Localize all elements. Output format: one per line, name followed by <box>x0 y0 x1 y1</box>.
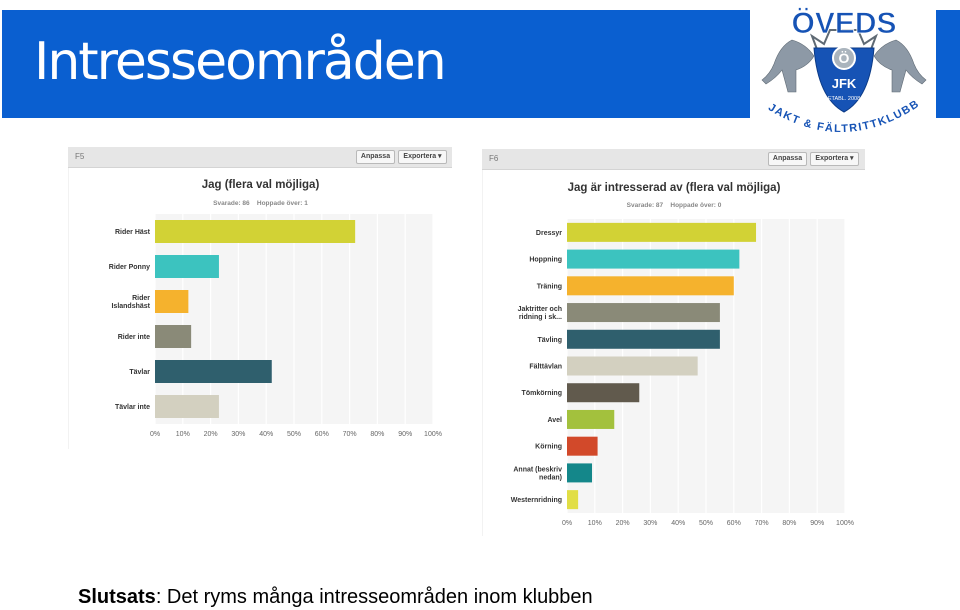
bar <box>155 290 189 313</box>
y-tick-label: Rider Ponny <box>109 264 150 271</box>
x-tick-label: 60% <box>727 520 741 527</box>
skipped-count: Hoppade över: 0 <box>670 202 722 209</box>
x-tick-label: 30% <box>231 431 245 438</box>
bar <box>567 222 757 242</box>
answered-count: Svarade: 86 <box>213 200 250 207</box>
question-code: F5 <box>75 152 85 161</box>
panel-header: F5 Anpassa Exportera ▾ <box>68 147 452 168</box>
x-tick-label: 20% <box>616 520 630 527</box>
x-tick-label: 10% <box>588 520 602 527</box>
conclusion-label: Slutsats <box>78 586 156 608</box>
bar <box>567 356 698 376</box>
customize-button[interactable]: Anpassa <box>356 150 395 164</box>
bar <box>567 463 593 483</box>
customize-button[interactable]: Anpassa <box>768 152 807 166</box>
conclusion-text: : Det ryms många intresseområden inom kl… <box>155 586 593 608</box>
chart-title: Jag (flera val möjliga) <box>201 179 320 191</box>
club-logo: Ö JFK ETABL. 2008 ÖVEDS JAKT & FÄLTRITTK… <box>761 7 927 135</box>
bar <box>567 249 740 269</box>
bar-chart-f5: 0% 10% 20% 30% 40% 50% 60% 70% 80% 90% 100% Rider H… <box>109 214 442 438</box>
x-tick-label: 90% <box>810 520 824 527</box>
logo-monogram: Ö <box>839 50 850 66</box>
y-tick-label: Avel <box>547 417 562 424</box>
bar <box>567 276 734 296</box>
panel-header: F6 Anpassa Exportera ▾ <box>482 149 865 170</box>
chart-area: Jag är intresserad av (flera val möjliga… <box>483 170 865 536</box>
x-tick-label: 40% <box>671 520 685 527</box>
y-tick-label: Fälttävlan <box>529 364 562 371</box>
bar <box>567 436 598 456</box>
y-tick-label: Hoppning <box>529 257 562 264</box>
x-tick-label: 90% <box>398 431 412 438</box>
x-tick-label: 40% <box>259 431 273 438</box>
export-button[interactable]: Exportera ▾ <box>398 150 447 164</box>
panel-f5: F5 Anpassa Exportera ▾ Jag (flera val mö… <box>68 147 452 449</box>
bar <box>155 395 219 418</box>
x-tick-label: 70% <box>755 520 769 527</box>
x-tick-label: 80% <box>782 520 796 527</box>
x-tick-label: 60% <box>315 431 329 438</box>
bar <box>155 325 192 348</box>
export-button[interactable]: Exportera ▾ <box>810 152 859 166</box>
y-tick-label: Tävling <box>537 337 562 344</box>
bar <box>155 220 356 243</box>
y-tick-label: Jaktritter och ridning i sk... <box>518 306 562 321</box>
x-tick-label: 30% <box>643 520 657 527</box>
chart-area: Jag (flera val möjliga) Svarade: 86 Hopp… <box>69 168 452 449</box>
y-tick-label: Dressyr <box>536 230 562 237</box>
skipped-count: Hoppade över: 1 <box>256 200 308 207</box>
y-tick-label: Träning <box>537 283 562 290</box>
x-tick-label: 0% <box>562 520 572 527</box>
bar <box>155 255 219 278</box>
bar <box>567 383 640 403</box>
x-tick-label: 70% <box>343 431 357 438</box>
y-tick-label: Körning <box>535 444 562 451</box>
y-tick-label: Tävlar inte <box>115 404 150 411</box>
y-tick-label: Annat (beskriv nedan) <box>513 466 562 481</box>
x-tick-label: 50% <box>287 431 301 438</box>
x-tick-label: 80% <box>370 431 384 438</box>
logo-established: ETABL. 2008 <box>828 96 860 102</box>
bar-chart-f6: 0% 10% 20% 30% 40% 50% 60% 70% 80% 90% 100% Dressyr… <box>511 219 854 527</box>
response-counts: Svarade: 86 Hoppade över: 1 <box>69 200 452 207</box>
bar <box>155 360 272 383</box>
conclusion: Slutsats: Det ryms många intresseområden… <box>78 586 593 609</box>
answered-count: Svarade: 87 <box>626 202 664 209</box>
x-tick-label: 100% <box>836 520 854 527</box>
y-tick-label: Rider Häst <box>115 229 151 236</box>
chart-title: Jag är intresserad av (flera val möjliga… <box>567 182 781 194</box>
y-tick-label: Tömkörning <box>522 390 562 397</box>
page-title: Intresseområden <box>34 32 447 92</box>
y-tick-label: Tävlar <box>129 369 150 376</box>
title-bar: Intresseområden <box>2 10 750 118</box>
bar <box>567 409 615 429</box>
bar <box>567 329 720 349</box>
y-tick-label: Rider Islandshäst <box>111 295 150 310</box>
bar <box>567 303 720 323</box>
x-tick-label: 10% <box>176 431 190 438</box>
bar <box>567 490 579 510</box>
panel-f6: F6 Anpassa Exportera ▾ Jag är intressera… <box>482 149 865 536</box>
question-code: F6 <box>489 154 499 163</box>
title-bar-end <box>936 10 960 118</box>
y-tick-label: Rider inte <box>118 334 150 341</box>
x-tick-label: 100% <box>424 431 442 438</box>
logo-initials: JFK <box>832 76 857 91</box>
logo-top-text: ÖVEDS <box>791 7 896 40</box>
response-counts: Svarade: 87 Hoppade över: 0 <box>483 202 865 209</box>
y-tick-label: Westernridning <box>511 497 562 504</box>
x-tick-label: 20% <box>204 431 218 438</box>
x-tick-label: 0% <box>150 431 160 438</box>
x-tick-label: 50% <box>699 520 713 527</box>
